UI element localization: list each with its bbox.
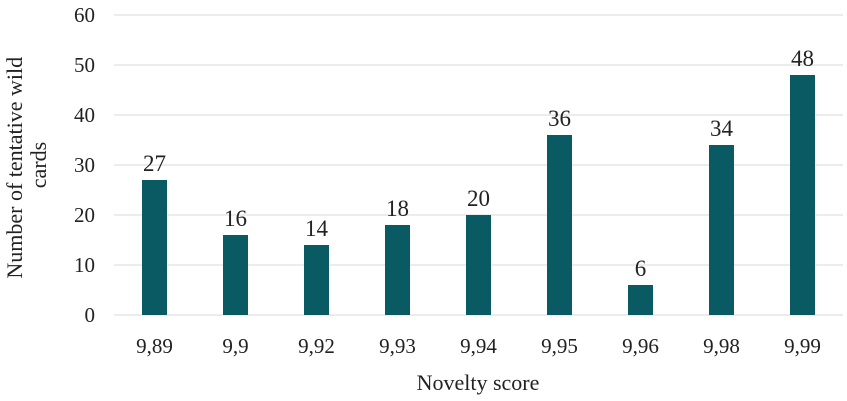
data-label: 34 (710, 116, 734, 141)
x-tick-label: 9,92 (298, 334, 335, 358)
y-tick-label: 10 (74, 253, 95, 277)
data-label: 20 (467, 186, 490, 211)
x-tick-label: 9,95 (541, 334, 578, 358)
y-tick-label: 0 (85, 303, 96, 327)
bar (142, 180, 167, 315)
y-axis-title-line-2: cards (26, 142, 51, 188)
bar (709, 145, 734, 315)
data-label: 16 (224, 206, 247, 231)
data-label: 48 (791, 46, 814, 71)
x-tick-label: 9,93 (379, 334, 416, 358)
x-tick-label: 9,94 (460, 334, 497, 358)
data-label: 6 (635, 256, 647, 281)
y-tick-label: 20 (74, 203, 95, 227)
x-tick-label: 9,98 (703, 334, 740, 358)
y-tick-label: 30 (74, 153, 95, 177)
y-axis-ticks: 0 10 20 30 40 50 60 (74, 3, 95, 327)
y-tick-label: 60 (74, 3, 95, 27)
x-tick-label: 9,9 (222, 334, 248, 358)
bar (223, 235, 248, 315)
bar (547, 135, 572, 315)
x-tick-label: 9,99 (784, 334, 821, 358)
data-label: 18 (386, 196, 409, 221)
bar (790, 75, 815, 315)
y-tick-label: 40 (74, 103, 95, 127)
bar (385, 225, 410, 315)
y-tick-label: 50 (74, 53, 95, 77)
x-axis-title: Novelty score (417, 370, 540, 395)
bars (142, 75, 815, 315)
bar (466, 215, 491, 315)
data-label: 36 (548, 106, 571, 131)
x-tick-label: 9,89 (136, 334, 173, 358)
bar (304, 245, 329, 315)
data-labels: 27 16 14 18 20 36 6 34 48 (143, 46, 814, 281)
data-label: 14 (305, 216, 329, 241)
x-axis-ticks: 9,89 9,9 9,92 9,93 9,94 9,95 9,96 9,98 9,99 (136, 334, 821, 358)
x-tick-label: 9,96 (622, 334, 659, 358)
bar (628, 285, 653, 315)
y-axis-title-line-1: Number of tentative wild (2, 57, 27, 279)
data-label: 27 (143, 151, 166, 176)
y-axis-title: Number of tentative wild cards (2, 51, 51, 278)
